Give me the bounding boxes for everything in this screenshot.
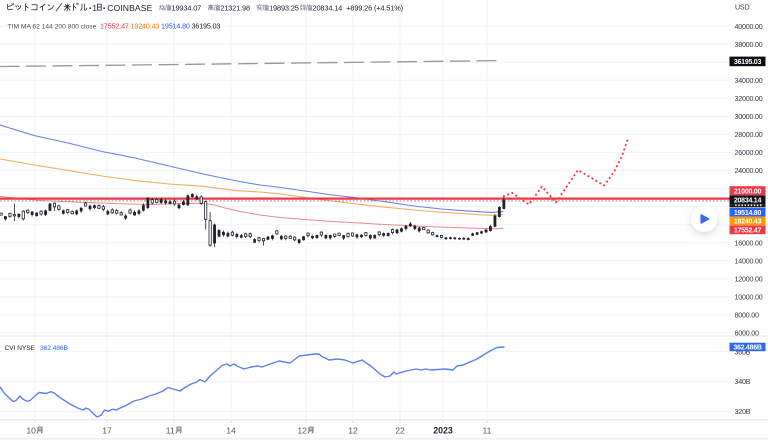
svg-text:TIM MA 62 144 200 800 close: TIM MA 62 144 200 800 close <box>8 23 97 30</box>
svg-text:21000.00: 21000.00 <box>734 188 762 195</box>
svg-text:19934.07: 19934.07 <box>172 4 202 13</box>
svg-text:11: 11 <box>166 426 175 436</box>
svg-text:26000.00: 26000.00 <box>735 149 763 157</box>
svg-text:1: 1 <box>92 4 97 13</box>
svg-text:USD: USD <box>735 3 749 11</box>
svg-text:20834.14: 20834.14 <box>734 197 762 204</box>
svg-text:14: 14 <box>226 426 236 436</box>
svg-text:19514.80: 19514.80 <box>161 21 190 30</box>
svg-text:19893.25: 19893.25 <box>269 4 299 13</box>
svg-text:12: 12 <box>297 426 307 436</box>
svg-text:11: 11 <box>483 426 492 436</box>
svg-text:24000.00: 24000.00 <box>735 167 763 175</box>
svg-text:8000.00: 8000.00 <box>735 312 759 320</box>
svg-text:34000.00: 34000.00 <box>735 77 763 85</box>
svg-text:19514.80: 19514.80 <box>734 210 762 217</box>
svg-text:12: 12 <box>348 426 358 436</box>
svg-text:COINBASE: COINBASE <box>107 3 152 13</box>
svg-text:360B: 360B <box>735 349 751 357</box>
svg-text:28000.00: 28000.00 <box>735 131 763 139</box>
svg-text:362.486B: 362.486B <box>733 345 762 352</box>
svg-text:19240.43: 19240.43 <box>734 219 762 226</box>
svg-text:36195.03: 36195.03 <box>192 21 221 30</box>
svg-text:32000.00: 32000.00 <box>735 95 763 103</box>
svg-text:362.486B: 362.486B <box>40 345 68 352</box>
svg-text:6000.00: 6000.00 <box>735 330 759 338</box>
svg-text:38000.00: 38000.00 <box>735 41 763 49</box>
svg-text:2023: 2023 <box>433 426 453 436</box>
svg-text:20834.14: 20834.14 <box>313 4 343 13</box>
svg-text:22: 22 <box>395 426 405 436</box>
svg-text:19240.43: 19240.43 <box>131 21 160 30</box>
svg-text:17552.47: 17552.47 <box>734 227 762 234</box>
svg-text:36195.03: 36195.03 <box>734 59 762 66</box>
svg-text:CVI NYSE: CVI NYSE <box>5 345 36 352</box>
svg-text:16000.00: 16000.00 <box>735 239 763 247</box>
svg-text:17552.47: 17552.47 <box>100 21 129 30</box>
svg-text:21321.98: 21321.98 <box>220 4 250 13</box>
svg-text:30000.00: 30000.00 <box>735 113 763 121</box>
svg-text:40000.00: 40000.00 <box>735 23 763 31</box>
svg-text:+899.26 (+4.51%): +899.26 (+4.51%) <box>346 4 403 13</box>
svg-text:17: 17 <box>102 426 112 436</box>
svg-text:12000.00: 12000.00 <box>735 276 763 284</box>
svg-text:10: 10 <box>26 426 36 436</box>
svg-text:14000.00: 14000.00 <box>735 258 763 266</box>
svg-text:340B: 340B <box>735 378 751 386</box>
svg-text:320B: 320B <box>735 408 751 416</box>
svg-text:10000.00: 10000.00 <box>735 294 763 302</box>
